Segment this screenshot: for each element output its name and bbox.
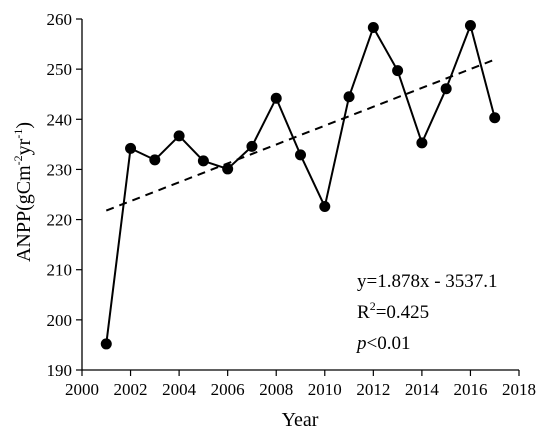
data-point <box>149 154 161 166</box>
y-axis-title-sup2: -1 <box>11 129 25 139</box>
x-tick-label: 2012 <box>356 380 390 399</box>
y-tick-label: 240 <box>47 110 73 129</box>
y-tick-label: 210 <box>47 261 73 280</box>
y-tick-label: 220 <box>47 211 73 230</box>
x-tick-label: 2018 <box>502 380 536 399</box>
x-tick-label: 2016 <box>453 380 487 399</box>
data-point <box>197 155 209 167</box>
data-point <box>270 92 282 104</box>
y-tick-label: 200 <box>47 311 73 330</box>
data-point <box>464 20 476 32</box>
data-point <box>246 140 258 152</box>
series-layer <box>100 20 501 350</box>
x-tick-label: 2004 <box>162 380 197 399</box>
x-tick-label: 2002 <box>114 380 148 399</box>
y-tick-label: 230 <box>47 160 73 179</box>
data-point <box>100 338 112 350</box>
y-axis-title-mid: yr <box>13 138 35 155</box>
r-squared-sup: 2 <box>370 299 376 313</box>
y-axis-title-end: ) <box>13 122 35 129</box>
data-point <box>295 149 306 161</box>
y-axis-title-sup1: -2 <box>11 155 25 165</box>
data-point <box>416 137 428 149</box>
r-squared-label: R2=0.425 <box>357 299 429 323</box>
data-point <box>367 22 379 34</box>
r-squared-value: =0.425 <box>376 302 429 323</box>
trend-layer <box>105 58 496 212</box>
x-tick-label: 2006 <box>211 380 245 399</box>
x-tick-label: 2014 <box>405 380 440 399</box>
p-value-label: p<0.01 <box>355 333 410 354</box>
data-point <box>392 65 404 77</box>
r-squared-base: R <box>357 302 370 323</box>
data-point <box>489 112 501 124</box>
data-point <box>343 91 355 103</box>
data-point <box>173 130 185 142</box>
y-tick-label: 190 <box>47 361 73 380</box>
regression-equation: y=1.878x - 3537.1 <box>357 271 498 292</box>
p-value-value: <0.01 <box>367 333 411 354</box>
trend-line <box>105 58 496 212</box>
axes-layer <box>81 19 519 371</box>
data-point <box>319 201 331 213</box>
data-point <box>125 142 137 154</box>
ticks-layer: 190 200 210 220 230 240 250 260 2000 2002 2004 2006… <box>47 10 537 399</box>
y-tick-label: 260 <box>47 10 73 29</box>
data-point <box>440 83 452 95</box>
y-axis-title-base: ANPP(gCm <box>13 165 35 262</box>
p-value-symbol: p <box>355 333 367 354</box>
x-tick-label: 2008 <box>259 380 293 399</box>
y-axis-title: ANPP(gCm-2yr-1) <box>11 122 35 262</box>
x-tick-label: 2010 <box>308 380 342 399</box>
data-point <box>222 163 234 175</box>
series-line <box>105 24 496 345</box>
x-axis-title: Year <box>282 409 319 431</box>
x-tick-label: 2000 <box>65 380 99 399</box>
y-tick-label: 250 <box>47 60 73 79</box>
